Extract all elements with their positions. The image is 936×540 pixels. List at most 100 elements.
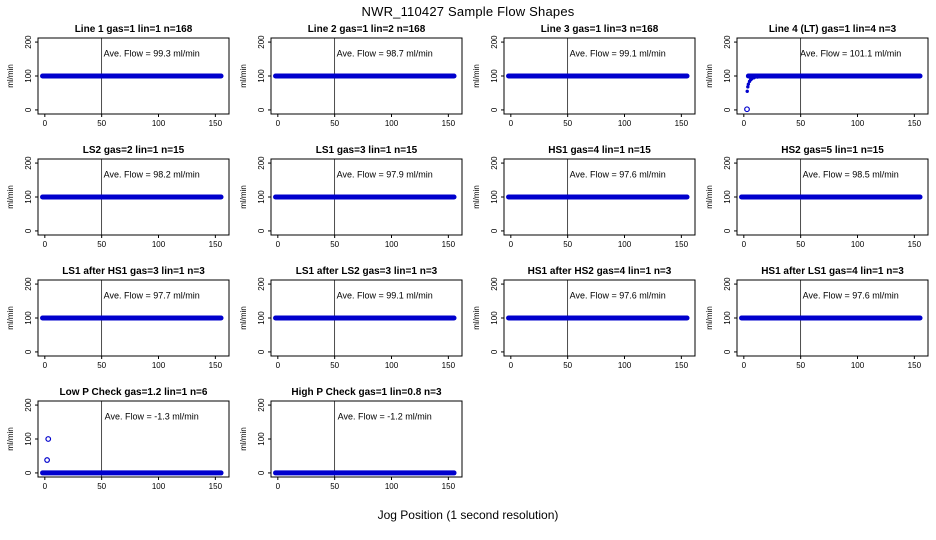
ramp-point — [760, 74, 764, 79]
x-tick-label: 100 — [152, 361, 166, 370]
x-tick-label: 0 — [742, 361, 747, 370]
x-tick-label: 50 — [330, 361, 339, 370]
panel-title: LS1 gas=3 lin=1 n=15 — [316, 145, 418, 156]
flow-panel-13: Low P Check gas=1.2 lin=1 n=6 0 50 100 150 0 1… — [6, 387, 230, 491]
x-tick-label: 50 — [563, 240, 572, 249]
x-tick-label: 100 — [385, 361, 399, 370]
ramp-point — [755, 75, 760, 79]
y-tick-label: 0 — [24, 228, 33, 233]
x-tick-label: 100 — [851, 240, 865, 249]
ave-flow-label: Ave. Flow = 97.9 ml/min — [337, 169, 433, 179]
x-tick-label: 100 — [152, 482, 166, 491]
ramp-point — [746, 82, 751, 86]
ave-flow-label: Ave. Flow = 101.1 ml/min — [800, 48, 901, 58]
x-tick-label: 150 — [209, 240, 223, 249]
panel-title: Line 1 gas=1 lin=1 n=168 — [75, 24, 193, 35]
flow-panel-6: LS1 gas=3 lin=1 n=15 0 50 100 150 0 100 200 ml/m… — [239, 145, 463, 249]
y-tick-label: 200 — [490, 35, 499, 49]
x-tick-label: 50 — [97, 119, 106, 128]
ave-flow-label: Ave. Flow = 98.5 ml/min — [803, 169, 899, 179]
x-tick-label: 100 — [618, 119, 632, 128]
y-tick-label: 100 — [257, 69, 266, 83]
y-tick-label: 0 — [24, 107, 33, 112]
y-tick-label: 0 — [257, 470, 266, 475]
y-tick-label: 200 — [24, 277, 33, 291]
x-tick-label: 100 — [851, 361, 865, 370]
ave-flow-label: Ave. Flow = 97.7 ml/min — [104, 290, 200, 300]
x-tick-label: 0 — [43, 240, 48, 249]
y-axis-label: ml/min — [239, 427, 248, 451]
flow-panel-10: LS1 after LS2 gas=3 lin=1 n=3 0 50 100 150 0 1… — [239, 266, 463, 370]
y-tick-label: 100 — [257, 432, 266, 446]
y-axis-label: ml/min — [472, 185, 481, 209]
y-tick-label: 0 — [723, 349, 732, 354]
y-tick-label: 0 — [490, 349, 499, 354]
y-tick-label: 200 — [257, 277, 266, 291]
x-tick-label: 50 — [330, 240, 339, 249]
x-tick-label: 100 — [385, 482, 399, 491]
y-tick-label: 100 — [24, 432, 33, 446]
y-tick-label: 100 — [257, 311, 266, 325]
y-tick-label: 100 — [24, 69, 33, 83]
figure-title: NWR_110427 Sample Flow Shapes — [361, 4, 575, 19]
x-tick-label: 100 — [152, 240, 166, 249]
y-axis-label: ml/min — [239, 306, 248, 330]
ramp-point — [746, 85, 750, 89]
ave-flow-label: Ave. Flow = 97.6 ml/min — [570, 290, 666, 300]
outlier-point — [45, 436, 52, 442]
y-tick-label: 200 — [257, 398, 266, 412]
ave-flow-label: Ave. Flow = -1.2 ml/min — [338, 411, 432, 421]
ramp-point — [764, 74, 769, 79]
x-tick-label: 0 — [43, 482, 48, 491]
ramp-point — [745, 89, 749, 93]
x-tick-label: 100 — [618, 240, 632, 249]
x-tick-label: 0 — [276, 240, 281, 249]
panel-title: HS2 gas=5 lin=1 n=15 — [781, 145, 884, 156]
outlier-point — [744, 106, 750, 113]
flow-panel-3: Line 3 gas=1 lin=3 n=168 0 50 100 150 0 100 200… — [472, 24, 696, 128]
flow-panel-2: Line 2 gas=1 lin=2 n=168 0 50 100 150 0 100 200… — [239, 24, 463, 128]
x-tick-label: 50 — [330, 482, 339, 491]
x-tick-label: 100 — [385, 119, 399, 128]
x-tick-label: 50 — [97, 240, 106, 249]
y-tick-label: 0 — [490, 228, 499, 233]
x-tick-label: 50 — [796, 361, 805, 370]
ave-flow-label: Ave. Flow = 99.1 ml/min — [337, 290, 433, 300]
y-tick-label: 200 — [723, 35, 732, 49]
y-tick-label: 0 — [24, 349, 33, 354]
x-tick-label: 0 — [276, 361, 281, 370]
flow-panel-5: LS2 gas=2 lin=1 n=15 0 50 100 150 0 100 200 ml/m… — [6, 145, 230, 249]
panel-title: HS1 after HS2 gas=4 lin=1 n=3 — [528, 266, 672, 277]
y-tick-label: 200 — [257, 156, 266, 170]
y-axis-label: ml/min — [6, 427, 15, 451]
y-tick-label: 100 — [490, 311, 499, 325]
ave-flow-label: Ave. Flow = 97.6 ml/min — [803, 290, 899, 300]
x-tick-label: 0 — [276, 119, 281, 128]
y-axis-label: ml/min — [472, 64, 481, 88]
x-tick-label: 150 — [209, 361, 223, 370]
y-tick-label: 100 — [490, 190, 499, 204]
y-axis-label: ml/min — [705, 306, 714, 330]
flow-panel-14: High P Check gas=1 lin=0.8 n=3 0 50 100 150 0… — [239, 387, 463, 491]
x-tick-label: 150 — [442, 482, 456, 491]
y-tick-label: 200 — [723, 277, 732, 291]
panel-title: LS2 gas=2 lin=1 n=15 — [83, 145, 185, 156]
y-tick-label: 100 — [490, 69, 499, 83]
y-tick-label: 200 — [490, 277, 499, 291]
y-tick-label: 200 — [24, 398, 33, 412]
y-tick-label: 200 — [24, 35, 33, 49]
y-axis-label: ml/min — [6, 185, 15, 209]
y-axis-label: ml/min — [239, 185, 248, 209]
x-tick-label: 150 — [675, 361, 689, 370]
x-tick-label: 150 — [675, 119, 689, 128]
y-tick-label: 0 — [257, 107, 266, 112]
y-tick-label: 200 — [490, 156, 499, 170]
y-tick-label: 100 — [257, 190, 266, 204]
x-tick-label: 0 — [276, 482, 281, 491]
panel-title: LS1 after HS1 gas=3 lin=1 n=3 — [62, 266, 205, 277]
x-tick-label: 150 — [442, 240, 456, 249]
panel-title: Line 4 (LT) gas=1 lin=4 n=3 — [769, 24, 897, 35]
y-tick-label: 100 — [24, 190, 33, 204]
x-tick-label: 0 — [742, 240, 747, 249]
